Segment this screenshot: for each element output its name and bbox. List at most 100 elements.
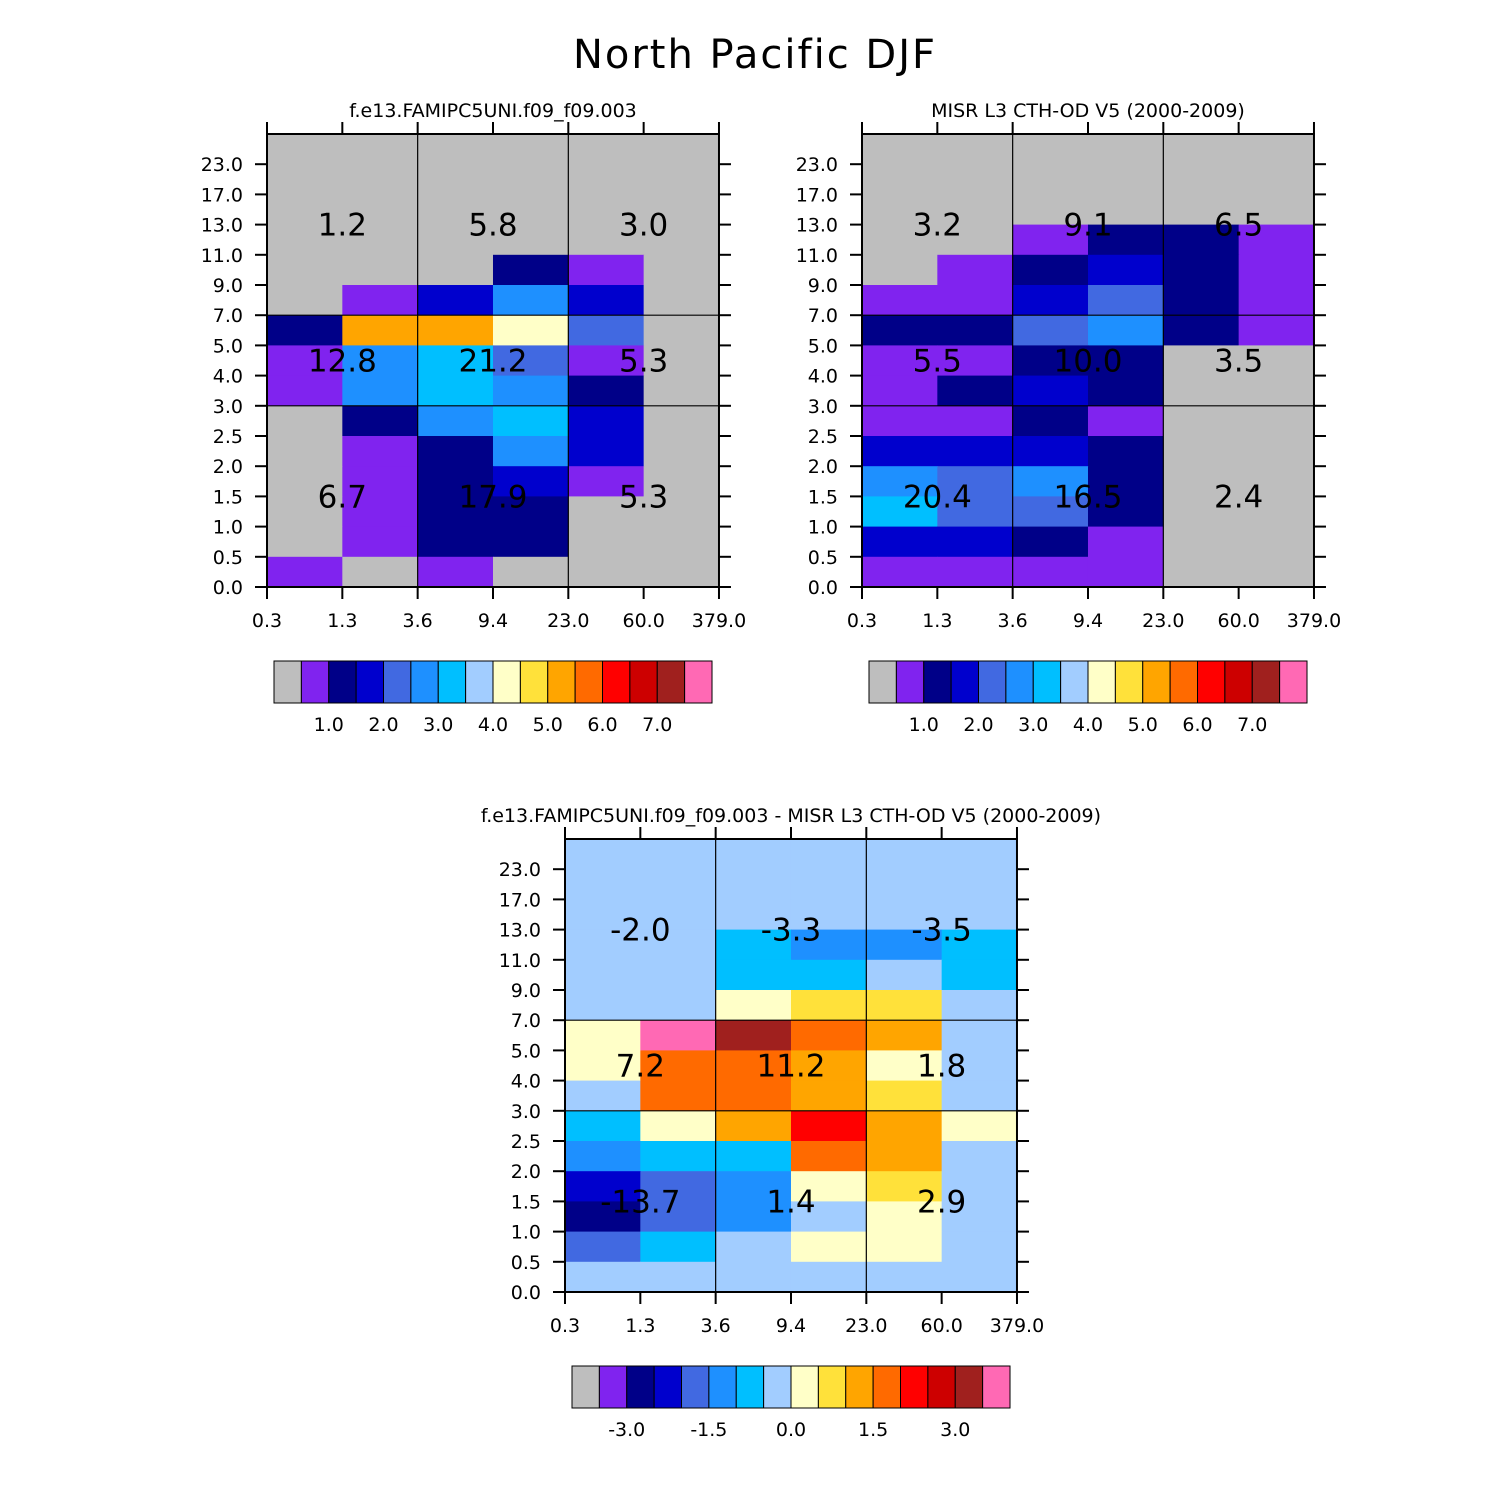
heatmap-cell bbox=[640, 1020, 717, 1051]
colorbar-swatch bbox=[954, 1365, 984, 1409]
colorbar-swatch bbox=[492, 660, 521, 704]
heatmap-cell bbox=[866, 1201, 943, 1233]
heatmap-cell bbox=[1087, 496, 1164, 528]
x-tick-label: 379.0 bbox=[692, 610, 746, 632]
heatmap-cell bbox=[492, 496, 569, 528]
heatmap-cell bbox=[790, 839, 867, 870]
region-value-label: 7.2 bbox=[616, 1049, 665, 1085]
heatmap-cell bbox=[568, 224, 645, 256]
heatmap-cell bbox=[640, 1231, 717, 1263]
y-tick-label: 11.0 bbox=[201, 245, 243, 267]
heatmap-cell bbox=[941, 1261, 1018, 1293]
y-tick-label: 2.5 bbox=[808, 426, 838, 448]
heatmap-cell bbox=[1012, 466, 1089, 497]
colorbar-swatch bbox=[1005, 660, 1034, 704]
colorbar-label: 4.0 bbox=[478, 714, 508, 736]
heatmap-cell bbox=[715, 1171, 792, 1202]
colorbar-swatch bbox=[547, 660, 576, 704]
heatmap-cell bbox=[790, 1050, 867, 1082]
heatmap-cell bbox=[941, 1201, 1018, 1233]
heatmap-cell bbox=[640, 1050, 717, 1082]
heatmap-cell bbox=[866, 1261, 943, 1293]
heatmap-cell bbox=[568, 194, 645, 226]
heatmap-cell bbox=[790, 1231, 867, 1263]
heatmap-cell bbox=[417, 556, 494, 588]
y-tick-label: 1.0 bbox=[213, 517, 243, 539]
y-tick-label: 0.5 bbox=[213, 547, 243, 569]
x-axis: 0.3 1.3 3.6 9.4 23.0 60.0 379.0 bbox=[847, 122, 1341, 632]
x-axis: 0.3 1.3 3.6 9.4 23.0 60.0 379.0 bbox=[550, 827, 1044, 1337]
heatmap-cell bbox=[417, 194, 494, 226]
heatmap-cell bbox=[267, 405, 343, 437]
heatmap-cell bbox=[342, 375, 419, 407]
y-tick-label: 9.0 bbox=[213, 275, 243, 297]
x-tick-label: 0.3 bbox=[252, 610, 282, 632]
heatmap-cell bbox=[643, 496, 720, 528]
colorbar-swatch bbox=[895, 660, 925, 704]
heatmap-cell bbox=[1238, 526, 1315, 558]
heatmap-cell bbox=[790, 990, 867, 1021]
heatmap-cell bbox=[790, 1110, 867, 1142]
region-values: 3.2 9.1 6.5 5.5 10.0 3.5 20.4 16.5 2.4 bbox=[903, 208, 1263, 516]
colorbar-label: 6.0 bbox=[1182, 714, 1212, 736]
y-tick-label: 4.0 bbox=[808, 366, 838, 388]
colorbar-swatch bbox=[1114, 660, 1144, 704]
heatmap-cell bbox=[492, 556, 569, 588]
heatmap-cell bbox=[1087, 405, 1164, 437]
y-tick-label: 0.5 bbox=[511, 1252, 541, 1274]
colorbar: -3.0 -1.5 0.0 1.5 3.0 bbox=[571, 1365, 1011, 1441]
heatmap-cell bbox=[267, 345, 343, 377]
colorbar-swatch bbox=[978, 660, 1007, 704]
heatmap-cell bbox=[417, 224, 494, 256]
heatmap-cell bbox=[862, 254, 938, 286]
colorbar-swatch bbox=[684, 660, 713, 704]
heatmap-cell bbox=[492, 285, 569, 316]
heatmap-cell bbox=[492, 466, 569, 497]
heatmap-cell bbox=[1238, 194, 1315, 226]
heatmap-cell bbox=[866, 1020, 943, 1051]
region-value-label: 5.3 bbox=[619, 479, 668, 515]
heatmap-cell bbox=[1012, 254, 1089, 286]
colorbar-swatch bbox=[1279, 660, 1308, 704]
region-value-label: 6.7 bbox=[318, 479, 367, 515]
heatmap-cell bbox=[342, 466, 419, 497]
heatmap-cell bbox=[1087, 315, 1164, 346]
region-value-label: 3.5 bbox=[1214, 344, 1263, 380]
region-values: -2.0 -3.3 -3.5 7.2 11.2 1.8 -13.7 1.4 2.9 bbox=[600, 913, 972, 1221]
heatmap-cell bbox=[862, 315, 938, 346]
region-value-label: 2.9 bbox=[917, 1184, 966, 1220]
heatmap-cell bbox=[565, 1020, 641, 1051]
heatmap-cell bbox=[862, 496, 938, 528]
heatmap-cell bbox=[941, 839, 1018, 870]
colorbar-swatch bbox=[653, 1365, 683, 1409]
colorbar-swatch bbox=[598, 1365, 628, 1409]
heatmap-cell bbox=[342, 556, 419, 588]
colorbar-label: 7.0 bbox=[1237, 714, 1267, 736]
x-tick-label: 60.0 bbox=[1217, 610, 1259, 632]
heatmap-cell bbox=[492, 194, 569, 226]
heatmap-cell bbox=[342, 526, 419, 558]
heatmap-cell bbox=[1012, 194, 1089, 226]
y-tick-label: 2.0 bbox=[511, 1161, 541, 1183]
heatmap-cell bbox=[492, 405, 569, 437]
region-value-label: 5.3 bbox=[619, 344, 668, 380]
heatmap-cell bbox=[417, 254, 494, 286]
heatmap-cell bbox=[1012, 405, 1089, 437]
y-tick-label: 3.0 bbox=[213, 396, 243, 418]
heatmap-cell bbox=[790, 1020, 867, 1051]
y-axis: 0.0 0.5 1.0 1.5 2.0 2.5 3.0 4.0 5.0 7.0 9.0 11.0 13.… bbox=[201, 154, 731, 599]
y-tick-label: 9.0 bbox=[808, 275, 838, 297]
heatmap-cell bbox=[640, 869, 717, 900]
panel-3: f.e13.FAMIPC5UNI.f09_f09.003 - MISR L3 C… bbox=[481, 805, 1101, 1441]
y-tick-label: 1.5 bbox=[808, 486, 838, 508]
heatmap-cell bbox=[417, 285, 494, 316]
heatmap-cell bbox=[941, 929, 1018, 961]
heatmap-cell bbox=[565, 839, 641, 870]
heatmap-cell bbox=[941, 1231, 1018, 1263]
heatmap-cell bbox=[1163, 315, 1240, 346]
region-value-label: 11.2 bbox=[756, 1049, 825, 1085]
heatmap-cell bbox=[937, 466, 1014, 497]
heatmap-cell bbox=[1012, 345, 1089, 377]
heatmap-cell bbox=[1012, 134, 1089, 165]
heatmap-cell bbox=[862, 526, 938, 558]
